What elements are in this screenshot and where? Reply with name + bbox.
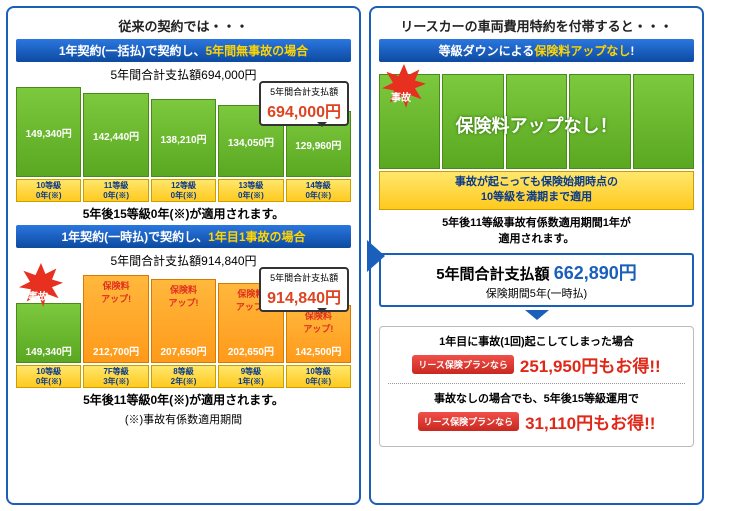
s1-chart: 5年間合計支払額 694,000円 149,340円142,440円138,21…	[16, 87, 351, 202]
grade: 10等級0年(※)	[16, 179, 81, 202]
r-bluebar: 等級ダウンによる保険料アップなし!	[379, 39, 694, 62]
s2-chart: 事故 5年間合計支払額 914,840円 149,340円保険料 アップ!212…	[16, 273, 351, 388]
grade: 7F等級3年(※)	[83, 365, 148, 388]
bar: 保険料 アップ!207,650円	[151, 279, 216, 363]
left-header: 従来の契約では・・・	[16, 16, 351, 35]
grade: 9等級1年(※)	[218, 365, 283, 388]
promo-box: 1年目に事故(1回)起こしてしまった場合 リース保険プランなら 251,950円…	[379, 326, 694, 447]
bar: 138,210円	[151, 99, 216, 177]
grade: 11等級0年(※)	[83, 179, 148, 202]
r-note: 5年後11等級事故有係数適用期間1年が適用されます。	[379, 215, 694, 248]
save-amount-2: 31,110円もお得!!	[525, 409, 655, 434]
s1-bluebar: 1年契約(一括払)で契約し、5年間無事故の場合	[16, 39, 351, 62]
s1-note: 5年後15等級0年(※)が適用されます。	[16, 205, 351, 222]
bar: 149,340円	[16, 87, 81, 177]
grade: 14等級0年(※)	[286, 179, 351, 202]
triangle-down-icon	[525, 310, 549, 320]
right-header: リースカーの車両費用特約を付帯すると・・・	[379, 16, 694, 35]
no-increase-label: 保険料アップなし！	[379, 112, 694, 138]
bar: 保険料 アップ!212,700円	[83, 275, 148, 363]
grade: 12等級0年(※)	[151, 179, 216, 202]
yellow-band: 事故が起こっても保険始期時点の10等級を満期まで適用	[379, 171, 694, 210]
grade: 13等級0年(※)	[218, 179, 283, 202]
grade: 10等級0年(※)	[16, 365, 81, 388]
bar: 142,440円	[83, 93, 148, 177]
right-panel: リースカーの車両費用特約を付帯すると・・・ 等級ダウンによる保険料アップなし! …	[369, 6, 704, 505]
save-amount-1: 251,950円もお得!!	[520, 352, 661, 377]
arrow-right-icon	[367, 240, 385, 272]
grade: 8等級2年(※)	[151, 365, 216, 388]
s1-callout: 5年間合計支払額 694,000円	[259, 81, 349, 126]
s2-note: 5年後11等級0年(※)が適用されます。	[16, 391, 351, 408]
grade: 10等級0年(※)	[286, 365, 351, 388]
s2-callout: 5年間合計支払額 914,840円	[259, 267, 349, 312]
total-box: 5年間合計支払額 662,890円 保険期間5年(一時払)	[379, 253, 694, 307]
left-footer: (※)事故有係数適用期間	[16, 411, 351, 427]
lease-pill: リース保険プランなら	[412, 355, 514, 374]
left-panel: 従来の契約では・・・ 1年契約(一括払)で契約し、5年間無事故の場合 5年間合計…	[6, 6, 361, 505]
s2-bluebar: 1年契約(一時払)で契約し、1年目1事故の場合	[16, 225, 351, 248]
lease-pill: リース保険プランなら	[418, 412, 520, 431]
r-bigbox: 事故 保険料アップなし！ 事故が起こっても保険始期時点の10等級を満期まで適用	[379, 74, 694, 210]
